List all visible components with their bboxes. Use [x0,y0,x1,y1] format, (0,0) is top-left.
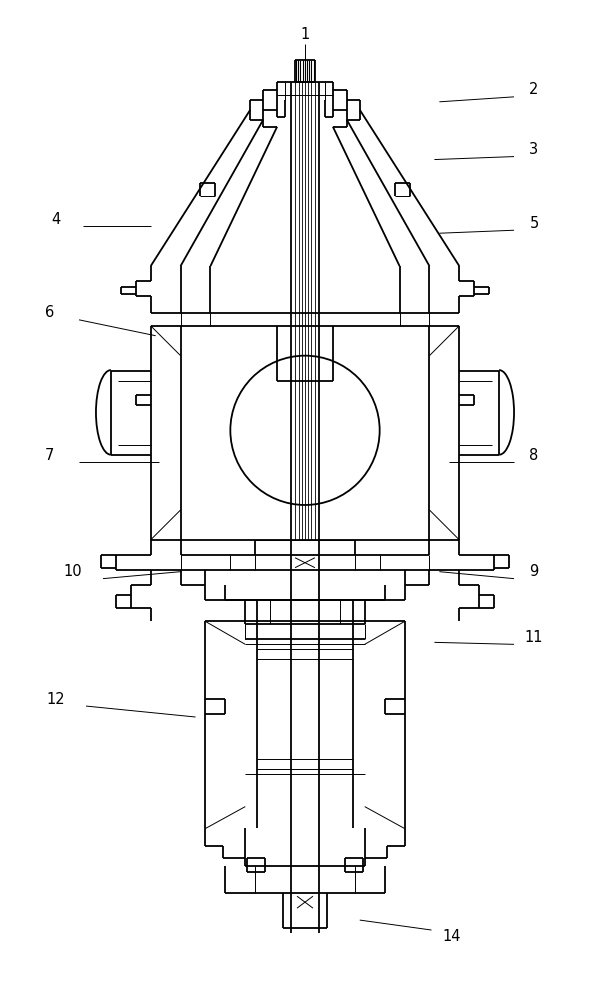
Text: 5: 5 [529,216,539,231]
Text: 7: 7 [45,448,54,463]
Text: 2: 2 [529,82,539,97]
Text: 14: 14 [442,929,461,944]
Text: 4: 4 [51,212,61,227]
Text: 9: 9 [529,564,539,579]
Text: 10: 10 [64,564,82,579]
Text: 1: 1 [300,27,310,42]
Text: 8: 8 [529,448,539,463]
Text: 12: 12 [47,692,65,707]
Text: 11: 11 [525,630,543,645]
Text: 6: 6 [45,305,54,320]
Text: 3: 3 [529,142,539,157]
